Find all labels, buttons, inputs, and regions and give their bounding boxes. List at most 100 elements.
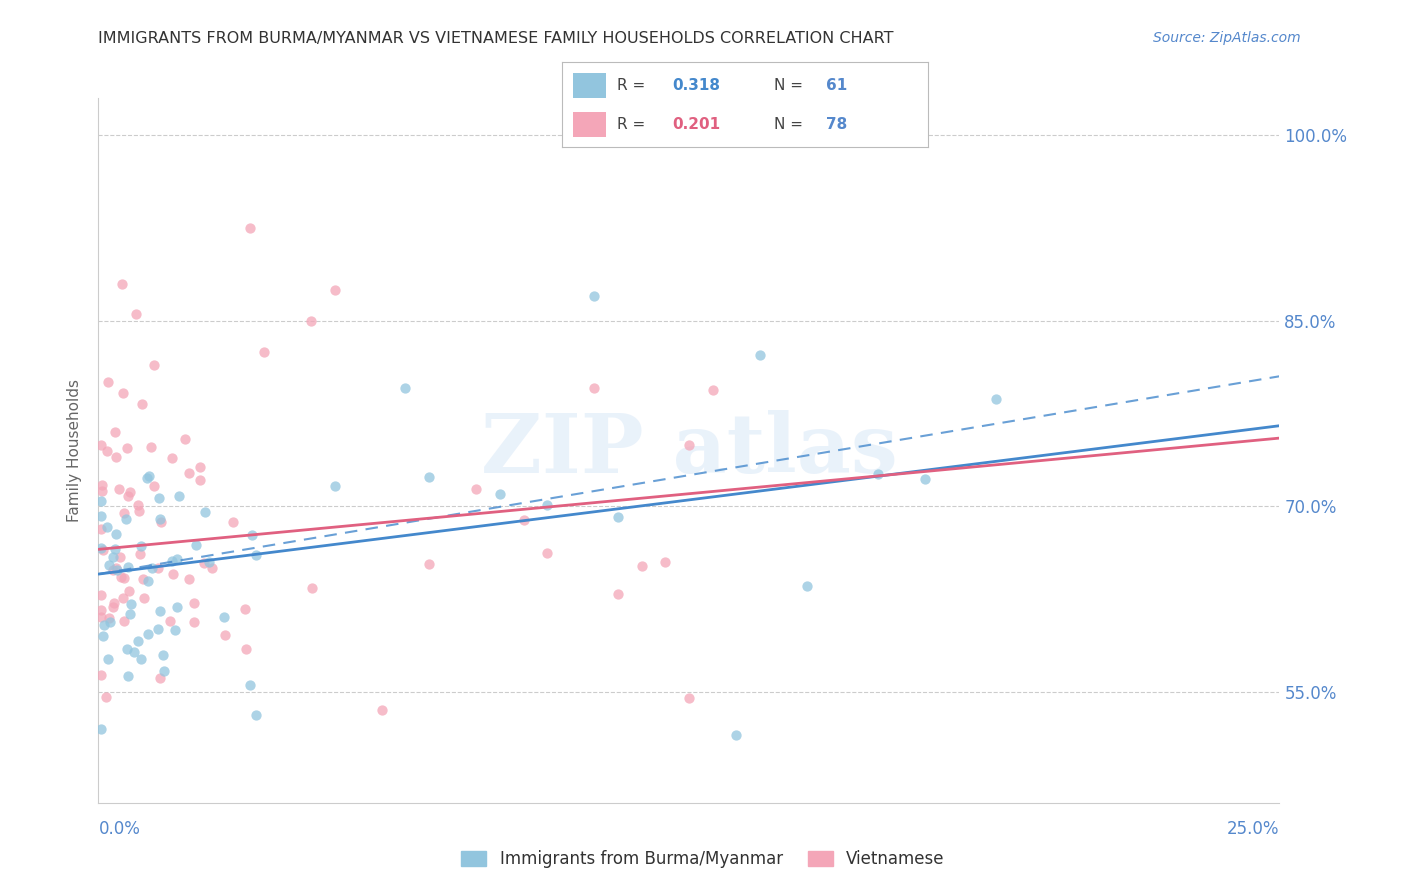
Point (90, 438, 112, 452)
Point (122, 645, 145, 659)
Point (183, 615, 205, 630)
Point (725, 728, 748, 742)
Point (96, 520, 118, 534)
Point (105, 560, 128, 574)
Point (166, 599, 188, 614)
Point (98, 558, 121, 572)
Point (138, 469, 160, 483)
Point (103, 595, 125, 609)
Point (90, 609, 112, 624)
Point (97, 652, 120, 666)
Point (93, 617, 115, 632)
Point (90, 508, 112, 523)
Point (91, 543, 114, 558)
Point (630, 559, 652, 574)
Point (299, 313, 322, 327)
Point (105, 450, 128, 464)
Text: 25.0%: 25.0% (1227, 820, 1279, 838)
Point (91, 629, 114, 643)
Point (607, 509, 630, 524)
Point (104, 425, 127, 439)
Point (90, 722, 112, 736)
Point (166, 552, 188, 566)
Point (127, 634, 149, 648)
Point (117, 559, 139, 574)
Point (125, 308, 148, 322)
Point (163, 623, 186, 637)
Point (98, 615, 121, 629)
Point (120, 597, 142, 611)
Point (149, 512, 172, 526)
Point (90, 603, 112, 617)
Point (148, 491, 170, 505)
Text: 78: 78 (825, 117, 846, 132)
Point (149, 604, 172, 618)
Bar (574, 72, 606, 98)
Point (184, 538, 207, 552)
Text: 0.201: 0.201 (672, 117, 720, 132)
Text: 0.0%: 0.0% (98, 820, 141, 838)
Text: N =: N = (775, 117, 808, 132)
Point (536, 546, 558, 560)
Text: 61: 61 (825, 78, 846, 93)
Point (110, 570, 132, 584)
Point (90, 483, 112, 498)
Point (239, 678, 262, 692)
Point (167, 489, 190, 503)
Point (245, 548, 267, 562)
Point (152, 648, 174, 662)
Point (96, 690, 118, 704)
Point (418, 470, 440, 484)
Point (111, 591, 134, 606)
Point (512, 513, 534, 527)
Point (394, 381, 416, 395)
Point (193, 556, 215, 570)
Point (143, 479, 166, 493)
Point (118, 484, 141, 499)
Point (128, 503, 150, 517)
Point (136, 471, 159, 485)
Point (115, 441, 138, 455)
Point (152, 664, 174, 678)
Text: 0.318: 0.318 (672, 78, 720, 93)
Point (214, 628, 236, 642)
Point (583, 289, 606, 303)
Point (984, 392, 1007, 407)
Point (160, 451, 183, 466)
Point (111, 277, 134, 291)
Point (146, 622, 169, 636)
Point (183, 596, 205, 610)
Point (159, 614, 181, 628)
Point (117, 668, 139, 682)
Point (245, 707, 267, 722)
Point (105, 563, 128, 577)
Point (914, 472, 936, 486)
Point (465, 482, 488, 496)
Point (127, 498, 149, 512)
Point (112, 615, 135, 629)
Point (239, 221, 262, 235)
Point (583, 381, 606, 395)
Point (141, 561, 163, 575)
Point (654, 555, 676, 569)
Point (129, 652, 152, 666)
Point (179, 572, 201, 586)
Text: R =: R = (617, 78, 651, 93)
Point (117, 489, 139, 503)
Point (146, 561, 169, 575)
Point (194, 504, 217, 518)
Point (235, 642, 257, 657)
Point (702, 383, 724, 397)
Point (108, 483, 131, 497)
Point (90, 668, 112, 682)
Point (198, 555, 221, 569)
Point (536, 498, 558, 512)
Point (91, 478, 114, 492)
Point (221, 515, 243, 529)
Point (101, 550, 124, 565)
Point (607, 587, 630, 601)
Point (112, 506, 135, 520)
Bar (574, 112, 606, 137)
Point (139, 440, 162, 454)
Point (129, 539, 152, 553)
